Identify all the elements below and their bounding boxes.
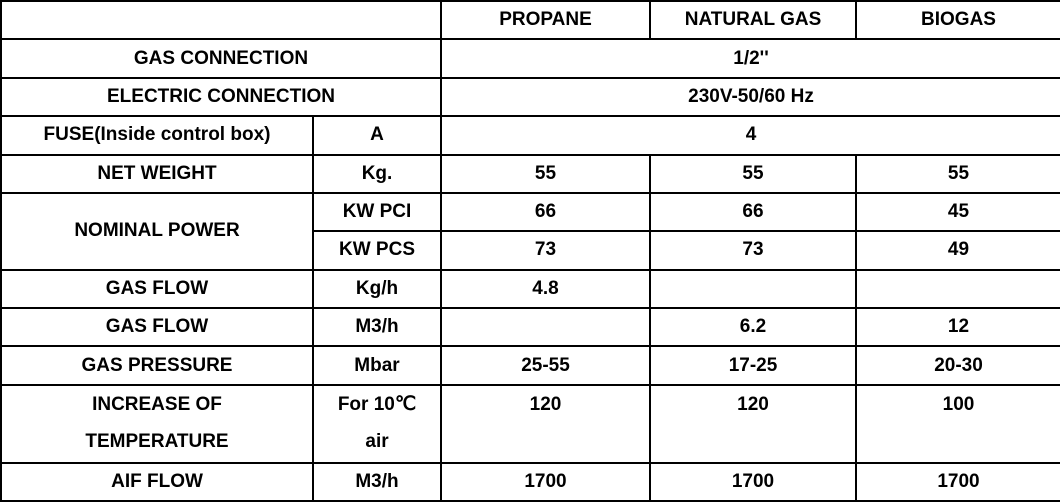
row-gas-flow-kg: GAS FLOW Kg/h 4.8 <box>0 268 1060 310</box>
header-row: PROPANE NATURAL GAS BIOGAS <box>0 0 1060 41</box>
nominal-power-pci-unit: KW PCI <box>312 191 442 233</box>
header-biogas: BIOGAS <box>855 0 1060 41</box>
nominal-power-pcs-natural-gas: 73 <box>649 230 857 271</box>
net-weight-propane: 55 <box>440 153 651 194</box>
gas-flow-kg-biogas <box>855 268 1060 310</box>
increase-temp-unit: For 10℃ air <box>312 383 442 464</box>
nominal-power-pcs-unit: KW PCS <box>312 230 442 271</box>
fuse-label: FUSE(Inside control box) <box>0 115 314 156</box>
aif-flow-label: AIF FLOW <box>0 461 314 502</box>
gas-connection-value: 1/2'' <box>440 38 1060 79</box>
aif-flow-unit: M3/h <box>312 461 442 502</box>
net-weight-unit: Kg. <box>312 153 442 194</box>
row-fuse: FUSE(Inside control box) A 4 <box>0 115 1060 156</box>
gas-flow-kg-natural-gas <box>649 268 857 310</box>
gas-flow-kg-unit: Kg/h <box>312 268 442 310</box>
gas-flow-m3-biogas: 12 <box>855 306 1060 348</box>
gas-flow-m3-natural-gas: 6.2 <box>649 306 857 348</box>
electric-connection-value: 230V-50/60 Hz <box>440 76 1060 118</box>
gas-pressure-biogas: 20-30 <box>855 345 1060 386</box>
increase-temp-unit-line1: For 10℃ <box>337 393 417 415</box>
net-weight-label: NET WEIGHT <box>0 153 314 194</box>
increase-temp-label: INCREASE OF TEMPERATURE <box>0 383 314 464</box>
nominal-power-pcs-propane: 73 <box>440 230 651 271</box>
gas-flow-m3-propane <box>440 306 651 348</box>
nominal-power-pcs-biogas: 49 <box>855 230 1060 271</box>
gas-pressure-label: GAS PRESSURE <box>0 345 314 386</box>
gas-flow-kg-label: GAS FLOW <box>0 268 314 310</box>
aif-flow-propane: 1700 <box>440 461 651 502</box>
row-gas-pressure: GAS PRESSURE Mbar 25-55 17-25 20-30 <box>0 345 1060 386</box>
net-weight-natural-gas: 55 <box>649 153 857 194</box>
increase-temp-label-line1: INCREASE OF <box>92 393 222 415</box>
gas-flow-m3-unit: M3/h <box>312 306 442 348</box>
gas-pressure-propane: 25-55 <box>440 345 651 386</box>
electric-connection-label: ELECTRIC CONNECTION <box>0 76 442 118</box>
row-increase-of-temperature: INCREASE OF TEMPERATURE For 10℃ air 120 … <box>0 383 1060 464</box>
row-gas-flow-m3: GAS FLOW M3/h 6.2 12 <box>0 306 1060 348</box>
row-nominal-power-pcs: KW PCS 73 73 49 <box>1 230 1060 271</box>
header-natural-gas: NATURAL GAS <box>649 0 857 41</box>
increase-temp-propane: 120 <box>440 383 651 464</box>
row-aif-flow: AIF FLOW M3/h 1700 1700 1700 <box>0 461 1060 502</box>
gas-pressure-unit: Mbar <box>312 345 442 386</box>
increase-temp-natural-gas: 120 <box>649 383 857 464</box>
nominal-power-pci-biogas: 45 <box>855 191 1060 233</box>
gas-pressure-natural-gas: 17-25 <box>649 345 857 386</box>
increase-temp-label-line2: TEMPERATURE <box>85 430 229 452</box>
aif-flow-biogas: 1700 <box>855 461 1060 502</box>
gas-flow-m3-label: GAS FLOW <box>0 306 314 348</box>
row-gas-connection: GAS CONNECTION 1/2'' <box>0 38 1060 79</box>
header-propane: PROPANE <box>440 0 651 41</box>
header-corner-cell <box>0 0 442 41</box>
aif-flow-natural-gas: 1700 <box>649 461 857 502</box>
net-weight-biogas: 55 <box>855 153 1060 194</box>
nominal-power-pci-natural-gas: 66 <box>649 191 857 233</box>
nominal-power-label: NOMINAL POWER <box>0 191 314 271</box>
nominal-power-pci-propane: 66 <box>440 191 651 233</box>
fuse-unit: A <box>312 115 442 156</box>
increase-temp-biogas: 100 <box>855 383 1060 464</box>
row-electric-connection: ELECTRIC CONNECTION 230V-50/60 Hz <box>0 76 1060 118</box>
row-net-weight: NET WEIGHT Kg. 55 55 55 <box>0 153 1060 194</box>
gas-flow-kg-propane: 4.8 <box>440 268 651 310</box>
fuse-value: 4 <box>440 115 1060 156</box>
row-nominal-power-pci: NOMINAL POWER KW PCI 66 66 45 <box>0 191 1060 271</box>
gas-connection-label: GAS CONNECTION <box>0 38 442 79</box>
increase-temp-unit-line2: air <box>365 430 389 452</box>
